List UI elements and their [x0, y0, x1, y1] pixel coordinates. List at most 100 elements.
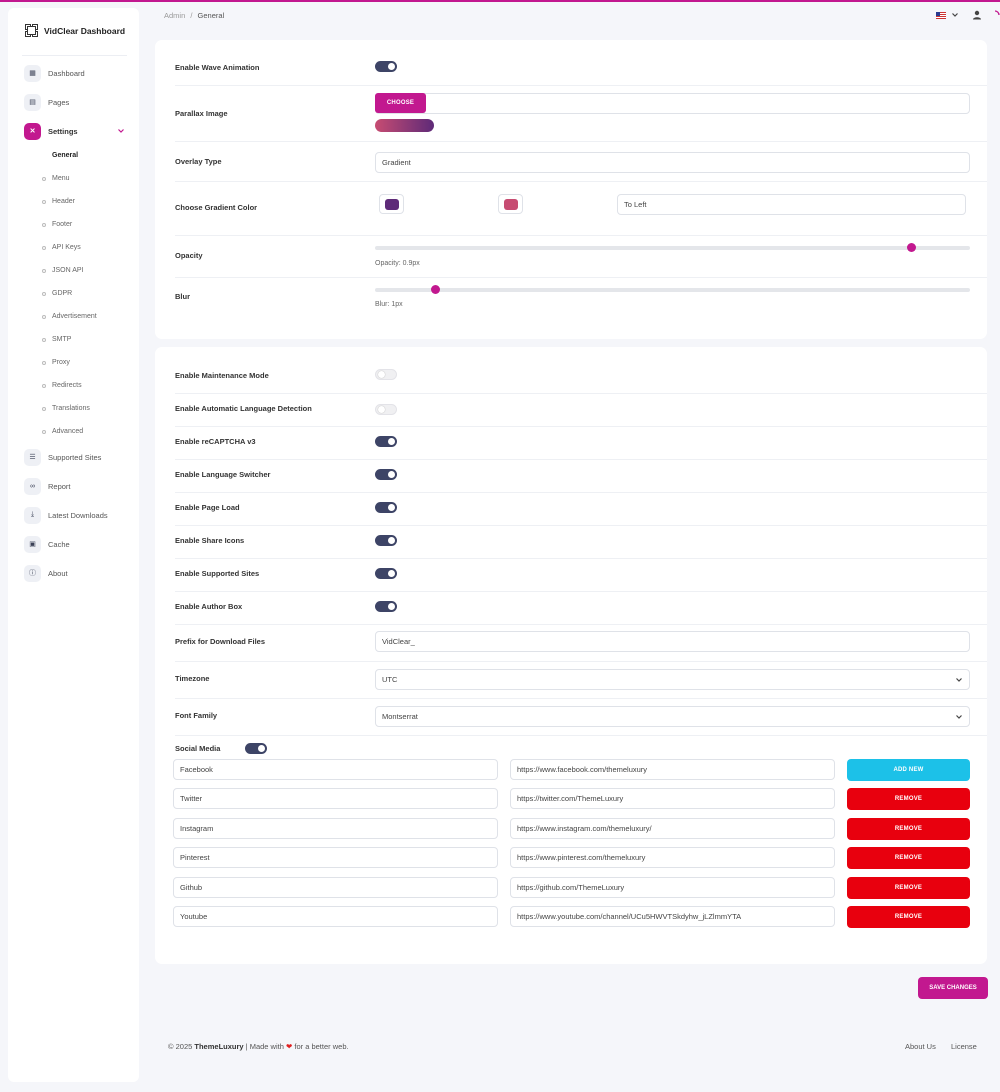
social-url-input[interactable]: https://www.pinterest.com/themeluxury: [510, 847, 835, 868]
chevron-down-icon: [956, 678, 962, 682]
social-name-input[interactable]: Pinterest: [173, 847, 498, 868]
bullet-icon: [42, 360, 46, 365]
about-us-link[interactable]: About Us: [905, 1042, 936, 1051]
author-box-toggle[interactable]: [375, 601, 397, 612]
brand[interactable]: VidClear Dashboard: [25, 24, 125, 37]
social-name-input[interactable]: Twitter: [173, 788, 498, 809]
font-family-select[interactable]: Montserrat: [375, 706, 970, 727]
sub-item-translations[interactable]: Translations: [42, 405, 90, 412]
author-box-label: Enable Author Box: [175, 602, 243, 611]
opacity-slider[interactable]: [375, 243, 970, 252]
sub-item-smtp[interactable]: SMTP: [42, 336, 71, 343]
remove-button[interactable]: REMOVE: [847, 847, 970, 869]
sub-item-redirects[interactable]: Redirects: [42, 382, 82, 389]
social-url-value: https://www.youtube.com/channel/UCu5HWVT…: [517, 912, 742, 921]
sidebar-item-latest-downloads[interactable]: ⤓ Latest Downloads: [24, 506, 108, 524]
save-changes-button[interactable]: SAVE CHANGES: [918, 977, 988, 999]
gradient-color-1-picker[interactable]: [379, 194, 404, 214]
blur-slider[interactable]: [375, 285, 970, 294]
remove-button[interactable]: REMOVE: [847, 877, 970, 899]
social-url-input[interactable]: https://twitter.com/ThemeLuxury: [510, 788, 835, 809]
supported-sites-toggle[interactable]: [375, 568, 397, 579]
sub-item-general[interactable]: General: [42, 152, 78, 159]
sub-item-gdpr[interactable]: GDPR: [42, 290, 72, 297]
language-detection-toggle[interactable]: [375, 404, 397, 415]
row-divider: [175, 85, 987, 86]
sub-item-advertisement[interactable]: Advertisement: [42, 313, 97, 320]
sub-item-label: Redirects: [52, 382, 82, 389]
blur-slider-handle[interactable]: [430, 285, 440, 294]
sidebar-item-dashboard[interactable]: ▦ Dashboard: [24, 64, 85, 82]
social-name-input[interactable]: Github: [173, 877, 498, 898]
sub-item-header[interactable]: Header: [42, 198, 75, 205]
add-new-button[interactable]: ADD NEW: [847, 759, 970, 781]
breadcrumb-current: General: [197, 11, 225, 20]
social-name-input[interactable]: Youtube: [173, 906, 498, 927]
sub-item-proxy[interactable]: Proxy: [42, 359, 70, 366]
sub-item-json-api[interactable]: JSON API: [42, 267, 84, 274]
chevron-down-icon[interactable]: [118, 128, 124, 134]
sub-item-advanced[interactable]: Advanced: [42, 428, 83, 435]
gradient-color-label: Choose Gradient Color: [175, 203, 258, 212]
footer-brand-link[interactable]: ThemeLuxury: [194, 1042, 244, 1051]
parallax-image-field[interactable]: [375, 93, 970, 114]
share-icons-toggle[interactable]: [375, 535, 397, 546]
row-divider: [175, 591, 987, 592]
bullet-icon: [42, 314, 46, 319]
sub-item-menu[interactable]: Menu: [42, 175, 70, 182]
supported-sites-label: Enable Supported Sites: [175, 569, 260, 578]
sidebar-item-label: About: [48, 568, 68, 578]
sub-item-api-keys[interactable]: API Keys: [42, 244, 81, 251]
recaptcha-toggle[interactable]: [375, 436, 397, 447]
bullet-icon: [42, 154, 46, 158]
sidebar-item-cache[interactable]: ▣ Cache: [24, 535, 70, 553]
wave-animation-toggle[interactable]: [375, 61, 397, 72]
sidebar-item-report[interactable]: ∞ Report: [24, 477, 71, 495]
social-name-value: Github: [180, 883, 203, 892]
social-url-value: https://www.instagram.com/themeluxury/: [517, 824, 652, 833]
remove-button[interactable]: REMOVE: [847, 788, 970, 810]
cache-icon: ▣: [24, 535, 41, 553]
sidebar-item-about[interactable]: ⓘ About: [24, 564, 68, 582]
tools-icon: ✕: [24, 122, 41, 140]
user-icon[interactable]: [972, 10, 982, 20]
sidebar-item-settings[interactable]: ✕ Settings: [24, 122, 78, 140]
social-url-input[interactable]: https://www.youtube.com/channel/UCu5HWVT…: [510, 906, 835, 927]
appearance-settings-card: Enable Wave Animation Parallax Image CHO…: [155, 40, 987, 339]
social-name-input[interactable]: Facebook: [173, 759, 498, 780]
overlay-type-select[interactable]: Gradient: [375, 152, 970, 173]
timezone-select[interactable]: UTC: [375, 669, 970, 690]
gradient-direction-select[interactable]: To Left: [617, 194, 966, 215]
page-load-toggle[interactable]: [375, 502, 397, 513]
opacity-slider-handle[interactable]: [906, 243, 916, 252]
sub-item-label: JSON API: [52, 267, 84, 274]
social-url-value: https://twitter.com/ThemeLuxury: [517, 794, 624, 803]
us-flag-icon[interactable]: [936, 11, 946, 19]
remove-button[interactable]: REMOVE: [847, 818, 970, 840]
prefix-input[interactable]: VidClear_: [375, 631, 970, 652]
language-switcher-toggle[interactable]: [375, 469, 397, 480]
sidebar-item-pages[interactable]: ▤ Pages: [24, 93, 69, 111]
gradient-color-2-picker[interactable]: [498, 194, 523, 214]
social-url-input[interactable]: https://github.com/ThemeLuxury: [510, 877, 835, 898]
sub-item-footer[interactable]: Footer: [42, 221, 72, 228]
social-name-value: Pinterest: [180, 853, 210, 862]
social-name-input[interactable]: Instagram: [173, 818, 498, 839]
license-link[interactable]: License: [951, 1042, 977, 1051]
social-url-input[interactable]: https://www.facebook.com/themeluxury: [510, 759, 835, 780]
row-divider: [175, 698, 987, 699]
breadcrumb-root[interactable]: Admin: [164, 11, 186, 20]
row-divider: [175, 525, 987, 526]
social-media-toggle[interactable]: [245, 743, 267, 754]
choose-image-button[interactable]: CHOOSE: [375, 93, 426, 113]
blur-label: Blur: [175, 292, 190, 301]
chevron-down-icon[interactable]: [952, 12, 958, 18]
sidebar-item-supported-sites[interactable]: ☰ Supported Sites: [24, 448, 101, 466]
breadcrumb: Admin / General: [164, 11, 224, 20]
maintenance-mode-toggle[interactable]: [375, 369, 397, 380]
row-divider: [175, 426, 987, 427]
social-media-label: Social Media: [175, 744, 221, 753]
row-divider: [175, 459, 987, 460]
remove-button[interactable]: REMOVE: [847, 906, 970, 928]
social-url-input[interactable]: https://www.instagram.com/themeluxury/: [510, 818, 835, 839]
